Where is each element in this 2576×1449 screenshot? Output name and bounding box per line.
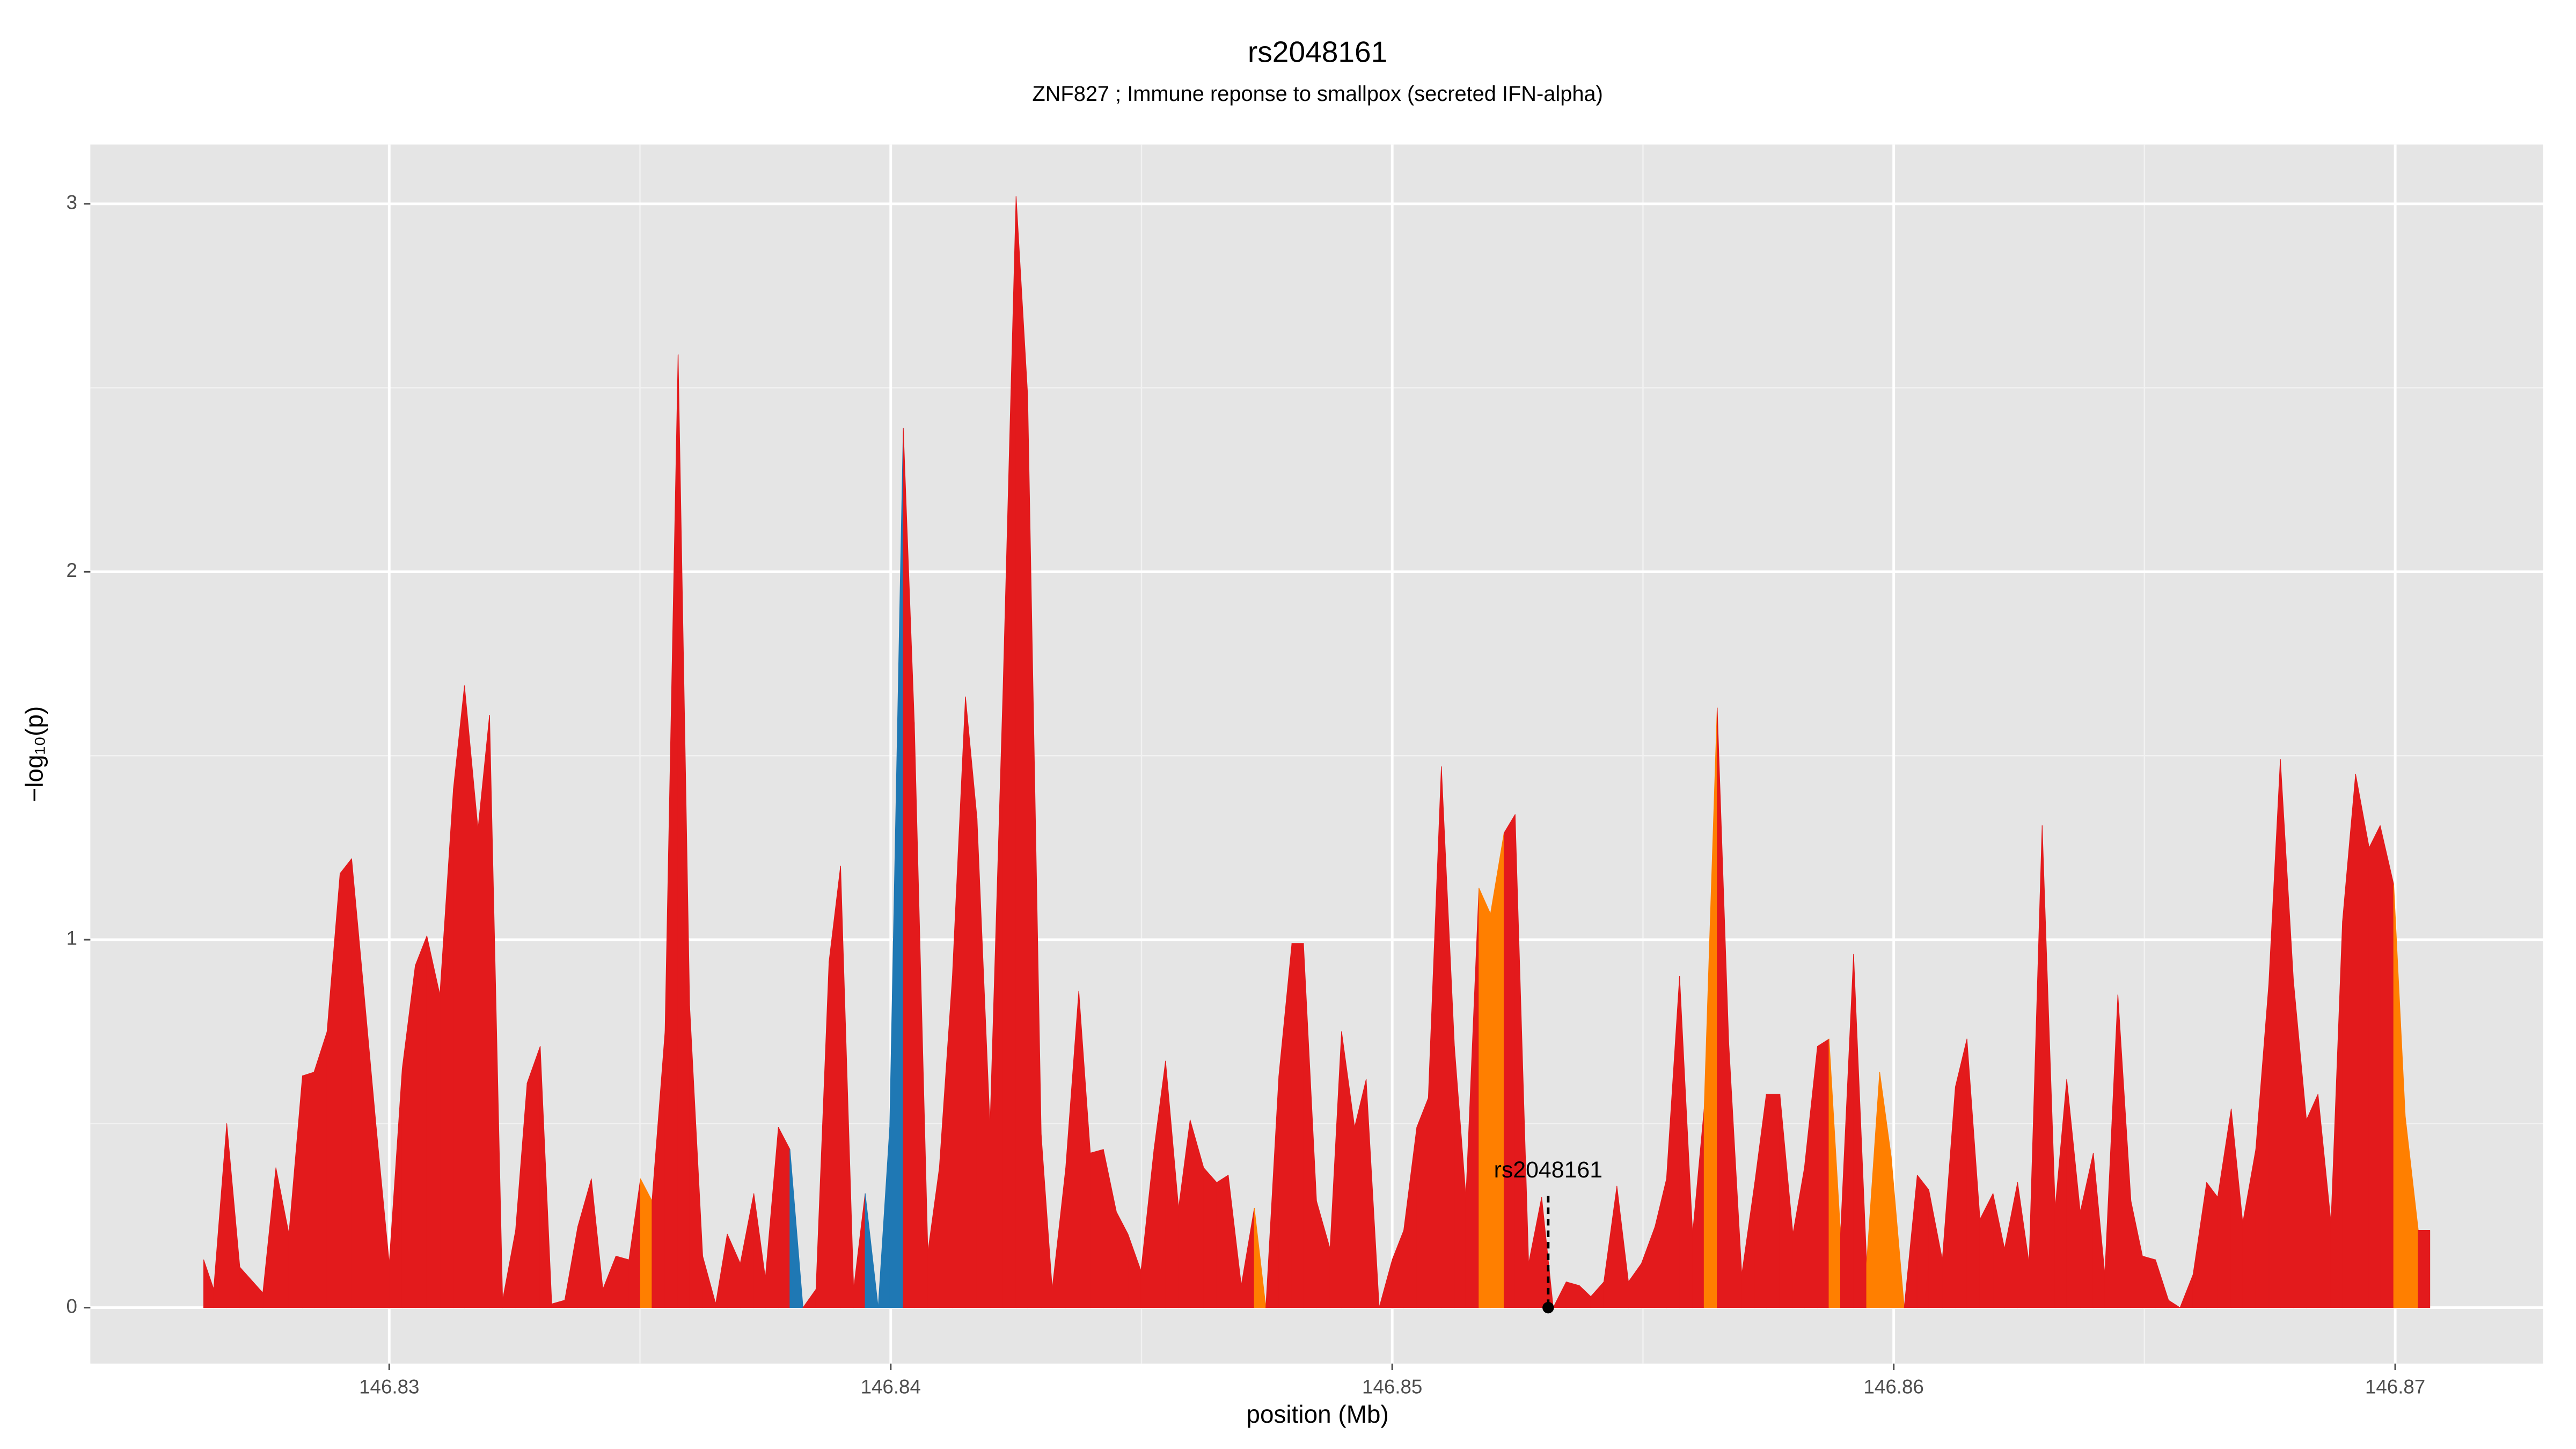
- y-tick-label: 1: [66, 927, 77, 949]
- y-tick-label: 2: [66, 559, 77, 581]
- area-segment: [1090, 1149, 1104, 1308]
- area-segment: [453, 685, 465, 1308]
- chart-subtitle: ZNF827 ; Immune reponse to smallpox (sec…: [1032, 82, 1602, 106]
- area-segment: [1015, 196, 1028, 1308]
- area-segment: [616, 1256, 630, 1308]
- area-segment: [426, 935, 441, 1308]
- area-segment: [778, 1127, 791, 1308]
- area-segment: [526, 1046, 541, 1308]
- x-tick-label: 146.85: [1362, 1375, 1422, 1397]
- area-segment: [1565, 1281, 1580, 1308]
- area-segment: [1955, 1038, 1967, 1308]
- area-segment: [2142, 1256, 2156, 1308]
- area-segment: [789, 1149, 803, 1308]
- area-segment: [1766, 1094, 1781, 1308]
- area-segment: [1503, 814, 1516, 1308]
- x-axis-title: position (Mb): [1246, 1400, 1388, 1428]
- chart-title: rs2048161: [1248, 35, 1387, 69]
- area-segment: [1416, 1097, 1429, 1308]
- area-segment: [2206, 1182, 2218, 1308]
- x-tick-label: 146.83: [359, 1375, 419, 1397]
- x-tick-label: 146.87: [2365, 1375, 2425, 1397]
- y-tick-label: 0: [66, 1295, 77, 1317]
- area-segment: [1817, 1038, 1829, 1308]
- y-axis-title: −log₁₀(p): [20, 706, 48, 802]
- area-segment: [865, 1193, 879, 1308]
- area-segment: [1916, 1175, 1929, 1308]
- annotation-point: [1542, 1301, 1554, 1314]
- area-segment: [2380, 825, 2394, 1308]
- area-segment: [2418, 1230, 2431, 1308]
- area-segment: [2168, 1300, 2180, 1308]
- area-segment: [1216, 1175, 1229, 1308]
- area-segment: [2355, 773, 2370, 1308]
- area-segment: [2306, 1094, 2318, 1308]
- area-segment: [1254, 1208, 1267, 1308]
- annotation-label: rs2048161: [1494, 1157, 1602, 1183]
- area-segment: [340, 858, 352, 1308]
- y-tick-label: 3: [66, 191, 77, 213]
- area-segment: [313, 1031, 328, 1308]
- area-segment: [302, 1072, 314, 1308]
- area-segment: [640, 1179, 653, 1308]
- area-segment: [1479, 888, 1491, 1308]
- area-segment: [1490, 832, 1505, 1308]
- area-segment: [1291, 943, 1304, 1308]
- area-segment: [1366, 1079, 1380, 1308]
- area-segment: [1891, 1156, 1905, 1308]
- area-segment: [415, 935, 427, 1308]
- area-segment: [2368, 825, 2381, 1308]
- area-segment: [1203, 1167, 1217, 1308]
- x-tick-label: 146.86: [1864, 1375, 1924, 1397]
- x-tick-label: 146.84: [861, 1375, 921, 1397]
